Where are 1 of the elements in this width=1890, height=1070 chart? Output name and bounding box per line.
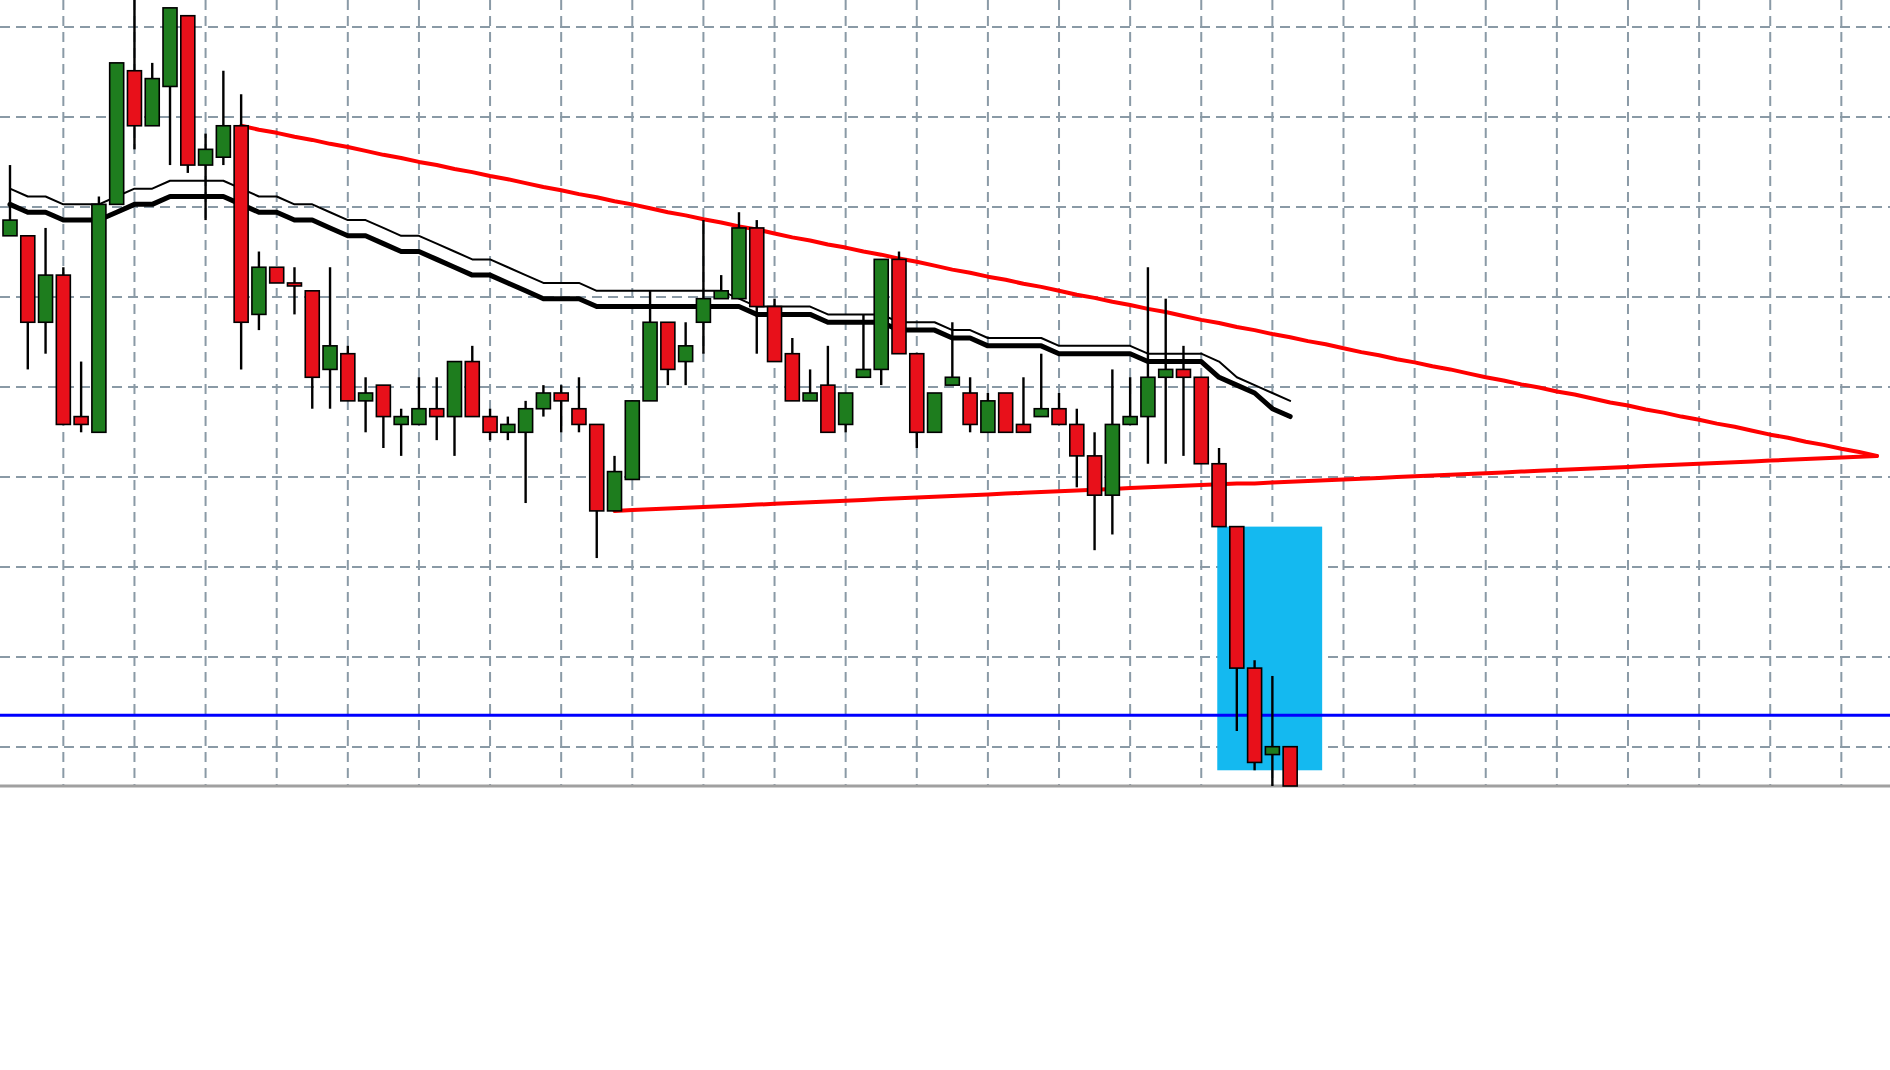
candlestick [944,321,961,387]
